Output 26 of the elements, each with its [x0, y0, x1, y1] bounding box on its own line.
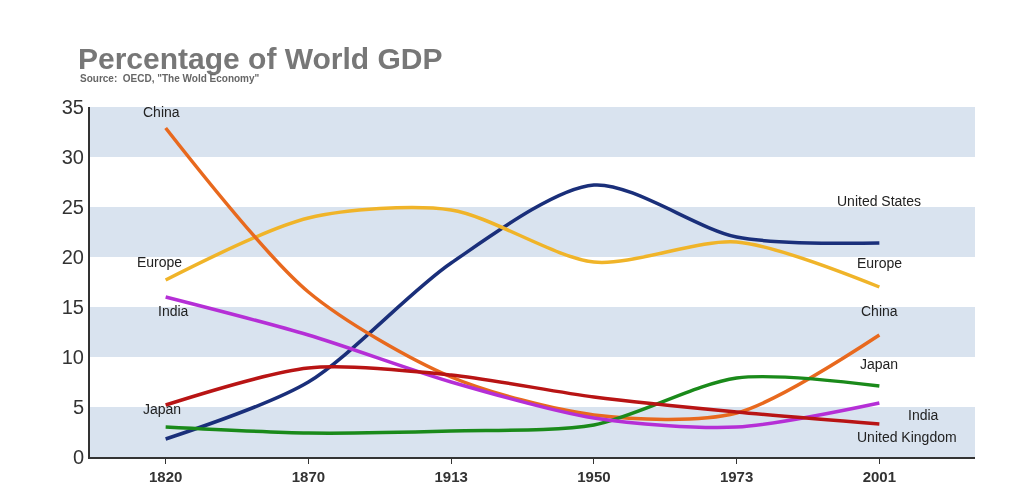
annotation: Japan: [143, 401, 182, 417]
series-label: China: [861, 303, 898, 319]
x-tick-label: 1950: [577, 468, 611, 485]
series-label: Japan: [860, 356, 899, 372]
chart-subtitle: Source: OECD, "The Wold Economy": [80, 73, 260, 84]
y-tick-label: 30: [61, 146, 84, 168]
y-tick-label: 25: [61, 196, 84, 218]
annotation: India: [158, 303, 189, 319]
text: India: [908, 407, 939, 423]
y-tick-label: 15: [61, 296, 84, 318]
y-tick-label: 10: [61, 346, 84, 368]
chart-title: Percentage of World GDP: [78, 41, 443, 75]
annotation: Europe: [137, 254, 183, 270]
y-tick-label: 20: [61, 246, 84, 268]
x-tick-label: 1913: [434, 468, 468, 485]
series-label: United Kingdom: [857, 429, 957, 445]
x-tick-label: 1870: [291, 468, 326, 485]
x-tick-label: 2001: [862, 468, 897, 485]
y-tick-label: 5: [72, 396, 84, 418]
x-tick-label: 1973: [719, 468, 754, 485]
y-tick-label: 35: [61, 96, 84, 118]
series-label: Europe: [857, 255, 903, 271]
annotation: China: [143, 104, 180, 120]
x-tick-label: 1820: [148, 468, 183, 485]
text: United States: [837, 193, 922, 209]
y-tick-label: 0: [72, 446, 84, 468]
